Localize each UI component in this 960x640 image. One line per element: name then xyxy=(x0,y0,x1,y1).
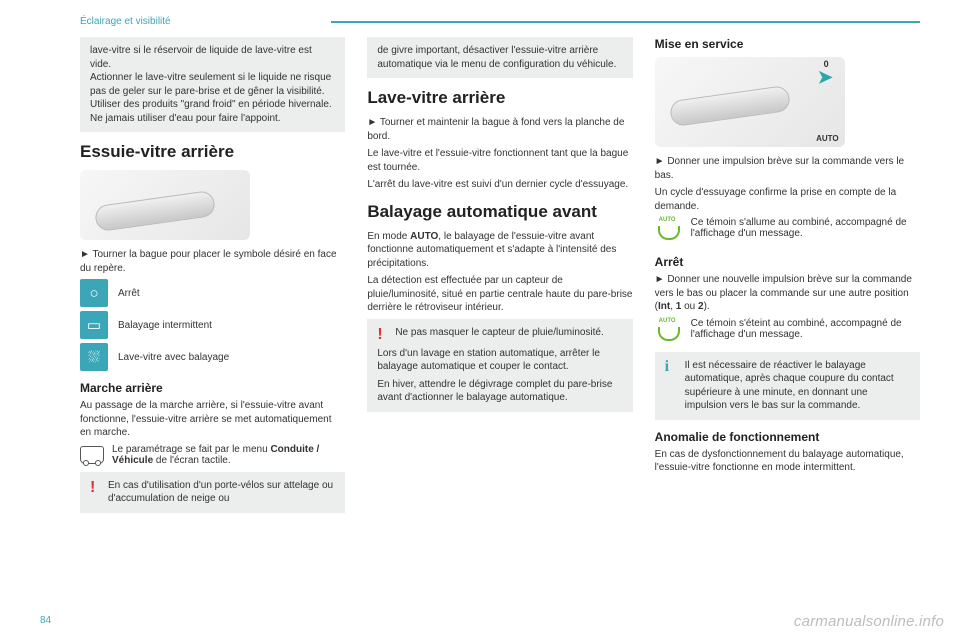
rear-washer-p1: ► Tourner et maintenir la bague à fond v… xyxy=(367,116,632,143)
wiper-auto-icon: AUTO xyxy=(655,217,683,245)
heading-rear-washer: Lave-vitre arrière xyxy=(367,88,632,108)
page: Éclairage et visibilité lave-vitre si le… xyxy=(0,0,960,521)
column-2: de givre important, désactiver l'essuie-… xyxy=(367,37,632,521)
info-icon: i xyxy=(665,359,677,375)
auto-p4a: En mode xyxy=(367,231,410,242)
arrow-down-icon: ➤ xyxy=(818,67,833,88)
content-columns: lave-vitre si le réservoir de liquide de… xyxy=(80,37,920,521)
header-title: Éclairage et visibilité xyxy=(80,16,171,27)
rear-washer-p2: Le lave-vitre et l'essuie-vitre fonction… xyxy=(367,147,632,174)
label-auto: AUTO xyxy=(816,134,839,143)
option-intermittent: ▭ Balayage intermittent xyxy=(80,311,345,339)
stop-icon: ○ xyxy=(80,279,108,307)
car-icon xyxy=(80,446,104,464)
settings-row: Le paramétrage se fait par le menu Condu… xyxy=(80,444,345,466)
option-stop: ○ Arrêt xyxy=(80,279,345,307)
fault-text: En cas de dysfonctionnement du balayage … xyxy=(655,448,920,475)
indicator-on-text: Ce témoin s'allume au combiné, accompagn… xyxy=(691,217,920,239)
info-text: Il est nécessaire de réactiver le balaya… xyxy=(685,359,910,413)
stop-p3b: Int xyxy=(658,301,670,312)
info-reactivate: i Il est nécessaire de réactiver le bala… xyxy=(655,352,920,420)
heading-fault: Anomalie de fonctionnement xyxy=(655,430,920,444)
note2-text: de givre important, désactiver l'essuie-… xyxy=(377,45,616,70)
note-box: lave-vitre si le réservoir de liquide de… xyxy=(80,37,345,132)
warn-sensor: ! Ne pas masquer le capteur de pluie/lum… xyxy=(367,319,632,412)
intermittent-icon: ▭ xyxy=(80,311,108,339)
wash-icon: ⛆ xyxy=(80,343,108,371)
rear-washer-p3: L'arrêt du lave-vitre est suivi d'un der… xyxy=(367,178,632,192)
indicator-off-text: Ce témoin s'éteint au combiné, accompagn… xyxy=(691,318,920,340)
auto-p5: La détection est effectuée par un capteu… xyxy=(367,274,632,315)
activation-p2: Un cycle d'essuyage confirme la prise en… xyxy=(655,186,920,213)
heading-reverse: Marche arrière xyxy=(80,381,345,395)
warn-bike-rack: ! En cas d'utilisation d'un porte-vélos … xyxy=(80,472,345,513)
option-wash: ⛆ Lave-vitre avec balayage xyxy=(80,343,345,371)
wiper-auto-icon: AUTO xyxy=(655,318,683,346)
column-3: Mise en service 0 ➤ AUTO ► Donner une im… xyxy=(655,37,920,521)
stalk-illustration-2: 0 ➤ AUTO xyxy=(655,57,845,147)
heading-stop: Arrêt xyxy=(655,255,920,269)
watermark: carmanualsonline.info xyxy=(794,613,944,630)
indicator-off-row: AUTO Ce témoin s'éteint au combiné, acco… xyxy=(655,318,920,346)
note-box-2: de givre important, désactiver l'essuie-… xyxy=(367,37,632,78)
stop-p3g: ). xyxy=(704,301,710,312)
settings-text: Le paramétrage se fait par le menu Condu… xyxy=(112,444,345,466)
note-text: lave-vitre si le réservoir de liquide de… xyxy=(90,45,332,124)
heading-auto-front: Balayage automatique avant xyxy=(367,202,632,222)
stop-p3: ► Donner une nouvelle impulsion brève su… xyxy=(655,273,920,314)
page-number: 84 xyxy=(40,615,51,626)
heading-activation: Mise en service xyxy=(655,37,920,51)
instruction-turn-ring: ► Tourner la bague pour placer le symbol… xyxy=(80,248,345,275)
activation-p1: ► Donner une impulsion brève sur la comm… xyxy=(655,155,920,182)
header-rule xyxy=(331,21,920,23)
warning-icon: ! xyxy=(90,480,102,496)
warn-bike-text: En cas d'utilisation d'un porte-vélos su… xyxy=(108,479,335,506)
option-stop-label: Arrêt xyxy=(118,288,140,299)
warn-sensor-a: Ne pas masquer le capteur de pluie/lumin… xyxy=(395,326,603,340)
heading-rear-wiper: Essuie-vitre arrière xyxy=(80,142,345,162)
settings-c: de l'écran tactile. xyxy=(153,455,231,466)
warning-icon: ! xyxy=(377,327,389,343)
auto-p4: En mode AUTO, le balayage de l'essuie-vi… xyxy=(367,230,632,271)
column-1: lave-vitre si le réservoir de liquide de… xyxy=(80,37,345,521)
stalk-illustration xyxy=(80,170,250,240)
settings-a: Le paramétrage se fait par le menu xyxy=(112,444,270,455)
page-header: Éclairage et visibilité xyxy=(80,16,920,27)
reverse-text: Au passage de la marche arrière, si l'es… xyxy=(80,399,345,440)
indicator-on-row: AUTO Ce témoin s'allume au combiné, acco… xyxy=(655,217,920,245)
option-wash-label: Lave-vitre avec balayage xyxy=(118,352,229,363)
warn-sensor-c: En hiver, attendre le dégivrage complet … xyxy=(377,378,622,405)
warn-sensor-b: Lors d'un lavage en station automatique,… xyxy=(377,347,622,374)
option-intermittent-label: Balayage intermittent xyxy=(118,320,212,331)
stop-p3e: ou xyxy=(681,301,698,312)
auto-p4b: AUTO xyxy=(410,231,438,242)
